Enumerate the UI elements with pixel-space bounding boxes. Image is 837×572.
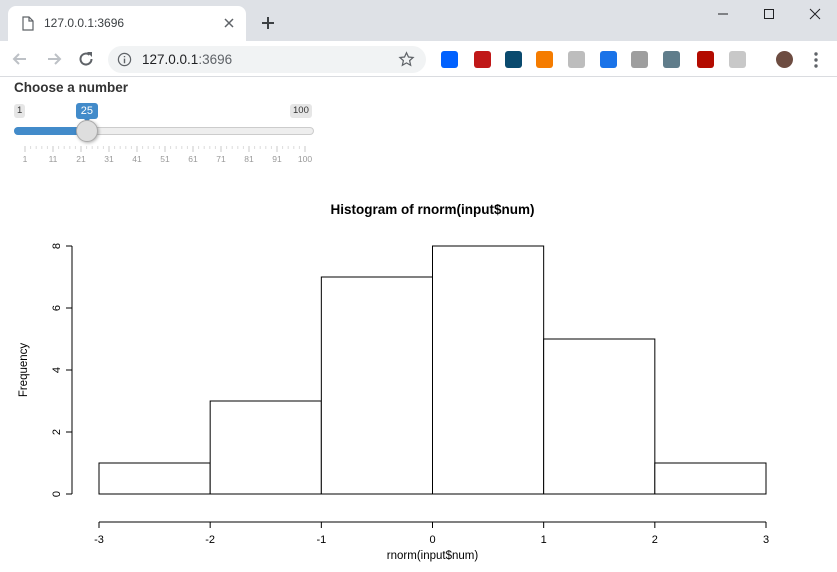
plus-icon[interactable]	[259, 14, 277, 32]
x-tick-label: 0	[429, 534, 435, 546]
slider-grid-label: 51	[160, 154, 170, 164]
y-tick-label: 4	[51, 367, 63, 373]
slider-value-bubble: 25	[75, 103, 98, 122]
slider-grid-label: 11	[49, 154, 58, 164]
slider-fill	[14, 127, 87, 135]
reload-icon[interactable]	[76, 49, 96, 69]
slider-label: Choose a number	[14, 80, 129, 95]
y-tick-label: 6	[51, 305, 63, 311]
minimize-button[interactable]	[700, 0, 746, 28]
histogram-bar	[209, 400, 322, 495]
x-tick-label: -3	[94, 534, 104, 546]
slider-grid-label: 41	[132, 154, 142, 164]
y-tick-label: 8	[51, 243, 63, 249]
analytics-icon[interactable]	[536, 51, 553, 68]
url-text[interactable]: 127.0.0.1:3696	[142, 52, 232, 67]
slider-grid-label: 1	[23, 154, 28, 164]
window-close-icon	[809, 8, 821, 20]
info-icon[interactable]	[117, 52, 132, 67]
compass-icon[interactable]	[600, 51, 617, 68]
acrobat-icon[interactable]	[697, 51, 714, 68]
browser-toolbar: 127.0.0.1:3696	[0, 41, 837, 77]
minimize-icon	[718, 13, 728, 15]
seo-icon[interactable]	[505, 51, 522, 68]
skype-icon[interactable]	[631, 51, 648, 68]
window-close-button[interactable]	[792, 0, 837, 28]
url-host: 127.0.0.1	[142, 52, 199, 67]
maximize-icon	[764, 9, 774, 19]
slider-grid-label: 61	[188, 154, 198, 164]
slider-grid-label: 81	[244, 154, 254, 164]
chart-title: Histogram of rnorm(input$num)	[331, 202, 535, 217]
x-tick-label: 2	[652, 534, 658, 546]
mcafee-icon[interactable]	[474, 51, 491, 68]
close-icon[interactable]	[222, 16, 236, 30]
slider-grid-label: 31	[104, 154, 114, 164]
x-axis-label: rnorm(input$num)	[387, 550, 479, 562]
histogram-plot: Histogram of rnorm(input$num) -3 -2 -1 0 1 2 3 r…	[18, 202, 769, 562]
histogram-bar	[98, 462, 211, 495]
slider-handle[interactable]	[75, 120, 98, 142]
menu-icon[interactable]	[811, 51, 821, 69]
slider-grid-label: 21	[76, 154, 86, 164]
histogram-bar	[432, 245, 545, 495]
slider-grid-label: 71	[216, 154, 226, 164]
x-tick-label: -2	[205, 534, 215, 546]
maximize-button[interactable]	[746, 0, 792, 28]
tab-strip: 127.0.0.1:3696	[0, 0, 837, 41]
histogram-bar	[654, 462, 767, 495]
dropbox-icon[interactable]	[441, 51, 458, 68]
slider-max-label: 100	[290, 104, 312, 118]
y-tick-label: 2	[51, 429, 63, 435]
avatar-icon[interactable]	[776, 51, 793, 68]
slider-min-label: 1	[14, 104, 26, 118]
back-arrow-icon[interactable]	[10, 49, 30, 69]
browser-tab[interactable]: 127.0.0.1:3696	[8, 6, 246, 41]
x-tick-label: 3	[763, 534, 769, 546]
star-icon[interactable]	[398, 51, 415, 68]
histogram-bar	[543, 338, 656, 495]
slider-grid-label: 91	[272, 154, 282, 164]
tab-title: 127.0.0.1:3696	[44, 16, 125, 30]
forward-arrow-icon[interactable]	[44, 49, 64, 69]
gray-ext-icon[interactable]	[568, 51, 585, 68]
slider-grid-label: 100	[298, 154, 312, 164]
y-axis-label: Frequency	[18, 343, 30, 398]
x-tick-label: -1	[316, 534, 326, 546]
address-bar[interactable]: 127.0.0.1:3696	[108, 46, 426, 73]
y-tick-label: 0	[51, 491, 63, 497]
x-tick-label: 1	[541, 534, 547, 546]
histogram-bar	[320, 276, 434, 495]
slider-grid: 1 11 21 31 41 51 61 71 81 91 100	[23, 146, 312, 164]
satellite-icon[interactable]	[663, 51, 680, 68]
m-ext-icon[interactable]	[729, 51, 746, 68]
url-port: :3696	[198, 52, 233, 67]
page-icon	[22, 16, 34, 31]
